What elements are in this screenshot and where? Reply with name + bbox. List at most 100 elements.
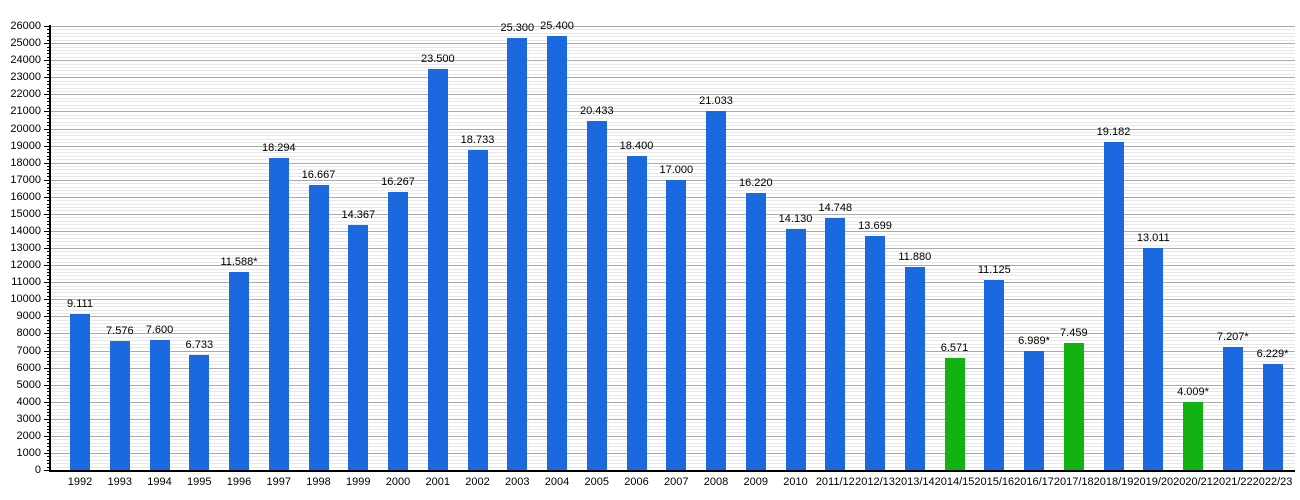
bar-highlighted — [1063, 342, 1084, 470]
y-gridline-minor — [50, 90, 1295, 92]
y-tick-label: 5000 — [16, 378, 41, 391]
y-tick-minor — [47, 271, 50, 273]
y-tick-label: 14000 — [10, 224, 41, 237]
bar — [467, 150, 488, 470]
y-tick-label: 16000 — [10, 190, 41, 203]
bar-value-label: 13.699 — [858, 220, 892, 233]
bar — [1143, 247, 1164, 470]
bar-value-label: 18.400 — [619, 139, 654, 152]
y-tick-label: 20000 — [10, 122, 41, 135]
bar-value-label: 11.588* — [220, 256, 258, 269]
y-tick-minor — [47, 32, 50, 34]
bar-value-label: 6.989* — [1018, 334, 1050, 347]
y-tick-minor — [47, 289, 50, 290]
y-tick-minor — [47, 166, 50, 167]
y-tick-minor — [47, 155, 50, 157]
bar — [70, 314, 90, 470]
y-tick-minor — [47, 101, 50, 103]
y-tick-minor — [47, 207, 50, 208]
x-tick-label: 2002 — [465, 476, 490, 488]
y-tick-label: 17000 — [10, 173, 41, 186]
y-tick-minor — [47, 442, 50, 444]
y-tick-major — [44, 401, 50, 403]
bar-value-label: 16.667 — [301, 169, 336, 182]
x-tick-label: 2008 — [703, 476, 729, 488]
bar — [1024, 350, 1044, 470]
x-tick-label: 2014/15 — [934, 476, 975, 488]
y-gridline-minor — [50, 84, 1295, 86]
y-gridline-minor — [50, 87, 1295, 89]
y-tick-minor — [47, 466, 50, 468]
y-gridline-major — [50, 77, 1295, 79]
y-tick-minor — [47, 306, 50, 308]
y-tick-minor — [47, 292, 50, 294]
y-tick-minor — [47, 463, 50, 465]
y-tick-minor — [47, 169, 50, 171]
x-tick-label: 1996 — [226, 476, 252, 488]
y-tick-major — [44, 282, 50, 284]
bar-value-label: 11.125 — [977, 264, 1011, 276]
y-tick-minor — [47, 125, 50, 126]
y-tick-minor — [47, 319, 50, 321]
x-tick-label: 2007 — [664, 476, 689, 488]
bar-value-label: 7.207* — [1216, 330, 1249, 343]
y-tick-minor — [47, 237, 50, 239]
x-tick-label: 2009 — [743, 476, 769, 488]
y-tick-minor — [47, 200, 50, 202]
y-tick-minor — [47, 118, 50, 120]
y-tick-major — [44, 128, 50, 130]
y-gridline-minor — [50, 46, 1295, 48]
y-tick-label: 4000 — [16, 395, 41, 408]
bar-value-label: 9.111 — [67, 298, 93, 311]
y-tick-label: 10000 — [10, 293, 41, 306]
y-gridline-minor — [50, 121, 1295, 123]
bar-value-label: 7.576 — [106, 324, 134, 337]
y-gridline-minor — [50, 80, 1295, 82]
y-tick-label: 1000 — [16, 446, 41, 459]
y-tick-minor — [47, 429, 50, 430]
y-gridline-minor — [50, 104, 1295, 106]
y-tick-minor — [47, 347, 50, 348]
y-tick-minor — [47, 53, 50, 55]
y-tick-minor — [47, 251, 50, 253]
y-tick-minor — [47, 121, 50, 123]
y-tick-minor — [47, 398, 50, 400]
bar — [109, 340, 130, 470]
y-tick-minor — [47, 87, 50, 89]
y-tick-major — [44, 248, 50, 249]
y-tick-minor — [47, 336, 50, 338]
bar-value-label: 11.880 — [898, 251, 932, 264]
y-tick-minor — [47, 227, 50, 229]
y-tick-minor — [47, 241, 50, 243]
bar — [427, 68, 448, 470]
bar — [1103, 142, 1124, 470]
y-tick-minor — [47, 84, 50, 86]
y-tick-minor — [47, 97, 50, 99]
y-tick-label: 19000 — [10, 139, 41, 152]
y-tick-minor — [47, 186, 50, 188]
y-tick-minor — [47, 456, 50, 458]
y-tick-minor — [47, 63, 50, 65]
x-tick-label: 1998 — [306, 476, 331, 488]
bar — [626, 155, 647, 470]
y-tick-minor — [47, 261, 50, 263]
y-tick-minor — [47, 234, 50, 236]
y-tick-minor — [47, 343, 50, 345]
x-tick-label: 1993 — [107, 476, 133, 488]
bar — [547, 36, 567, 470]
y-tick-major — [44, 384, 50, 386]
y-gridline-minor — [50, 114, 1295, 116]
bar-value-label: 17.000 — [659, 163, 694, 176]
y-tick-label: 26000 — [10, 20, 41, 32]
y-tick-minor — [47, 131, 50, 133]
bar — [706, 110, 726, 470]
y-tick-major — [44, 367, 50, 369]
y-gridline-minor — [50, 67, 1295, 68]
bar — [745, 193, 766, 470]
y-tick-minor — [47, 275, 50, 277]
y-tick-minor — [47, 326, 50, 328]
bar-value-label: 21.033 — [699, 94, 733, 107]
bar — [149, 340, 170, 470]
y-tick-minor — [47, 295, 50, 297]
y-tick-major — [44, 213, 50, 215]
